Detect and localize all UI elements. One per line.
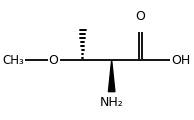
Text: OH: OH (171, 54, 191, 66)
Text: CH₃: CH₃ (2, 54, 24, 66)
Text: NH₂: NH₂ (100, 96, 124, 109)
Polygon shape (108, 60, 115, 92)
Text: O: O (49, 54, 59, 66)
Text: O: O (136, 10, 146, 23)
